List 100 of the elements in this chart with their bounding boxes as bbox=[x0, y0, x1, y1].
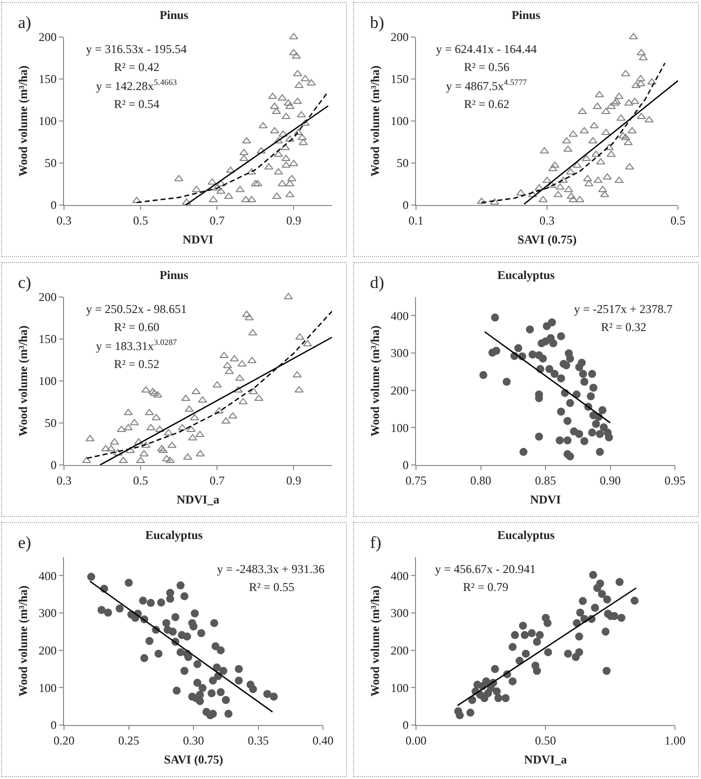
point bbox=[518, 622, 527, 630]
y-tick-label: 0 bbox=[402, 718, 409, 732]
point bbox=[492, 687, 501, 696]
point bbox=[239, 154, 248, 162]
point bbox=[528, 629, 536, 638]
point bbox=[596, 580, 604, 588]
point bbox=[590, 604, 599, 612]
annotation: R² = 0.42 bbox=[114, 60, 160, 74]
y-tick-label: 150 bbox=[390, 72, 409, 86]
x-tick-label: 0.25 bbox=[118, 733, 140, 748]
x-tick-label: 0.9 bbox=[286, 213, 302, 228]
point bbox=[292, 52, 301, 59]
x-tick-label: 0.7 bbox=[210, 473, 225, 488]
x-tick-label: 1.00 bbox=[664, 733, 686, 748]
point bbox=[174, 174, 184, 182]
chart-title: Pinus bbox=[160, 268, 189, 282]
annotation: y = -2517x + 2378.7 bbox=[574, 302, 673, 316]
point bbox=[278, 130, 288, 137]
point bbox=[285, 190, 294, 198]
x-tick-label: 0.5 bbox=[133, 473, 148, 488]
y-tick-label: 0 bbox=[402, 458, 409, 472]
point bbox=[589, 570, 598, 579]
point bbox=[522, 650, 530, 658]
x-tick-label: 0.90 bbox=[600, 473, 621, 488]
y-axis-title: Wood volume (m³/ha) bbox=[16, 586, 30, 696]
point bbox=[298, 134, 307, 140]
point bbox=[508, 677, 517, 686]
annotation: y = 456.67x - 20.941 bbox=[435, 562, 536, 576]
y-tick-label: 300 bbox=[38, 606, 57, 620]
text: e) bbox=[18, 533, 32, 552]
x-tick-label: 0.3 bbox=[540, 213, 554, 228]
point bbox=[576, 608, 584, 617]
text: f) bbox=[370, 533, 382, 552]
text: d) bbox=[370, 273, 384, 292]
annotation: R² = 0.62 bbox=[464, 97, 510, 111]
point bbox=[617, 614, 626, 622]
x-tick-label: 0.9 bbox=[286, 473, 302, 488]
y-tick-label: 400 bbox=[38, 568, 57, 583]
point bbox=[630, 596, 639, 605]
y-tick-label: 0 bbox=[402, 198, 409, 212]
annotation: R² = 0.56 bbox=[464, 60, 510, 74]
y-axis-title: Wood volume (m³/ha) bbox=[368, 586, 382, 696]
point bbox=[208, 196, 218, 202]
x-tick-label: 0.40 bbox=[312, 733, 334, 748]
y-tick-label: 0 bbox=[50, 198, 57, 212]
annotation: R² = 0.79 bbox=[463, 580, 508, 594]
point bbox=[282, 154, 291, 162]
point bbox=[578, 597, 587, 606]
point bbox=[536, 631, 544, 640]
x-tick-label: 0.7 bbox=[210, 213, 225, 228]
annotation: y = 142.28x$^{5.4663}$ bbox=[96, 78, 177, 94]
x-tick-label: 0.5 bbox=[670, 213, 686, 228]
y-tick-label: 400 bbox=[390, 308, 409, 323]
point bbox=[278, 94, 287, 101]
point bbox=[510, 631, 519, 640]
y-tick-label: 200 bbox=[38, 290, 57, 304]
point bbox=[294, 128, 303, 136]
y-tick-label: 150 bbox=[38, 72, 57, 86]
annotation: R² = 0.32 bbox=[601, 320, 646, 334]
point bbox=[192, 186, 202, 192]
annotation: y = 624.41x - 164.44 bbox=[436, 42, 537, 56]
point bbox=[575, 648, 584, 656]
chart-title: Pinus bbox=[160, 8, 189, 22]
point bbox=[247, 196, 256, 202]
chart-title: Eucalyptus bbox=[497, 528, 555, 542]
text: a) bbox=[18, 13, 32, 32]
point bbox=[287, 174, 296, 182]
point bbox=[572, 619, 581, 628]
x-tick-label: 0.50 bbox=[535, 733, 556, 748]
point bbox=[293, 70, 302, 76]
point bbox=[298, 138, 308, 146]
annotation: R² = 0.52 bbox=[114, 357, 160, 371]
point bbox=[239, 148, 248, 156]
point bbox=[280, 144, 290, 150]
point bbox=[132, 196, 142, 204]
text: c) bbox=[18, 273, 32, 292]
point bbox=[616, 578, 624, 586]
y-tick-label: 50 bbox=[396, 156, 409, 170]
y-axis-title: Wood volume (m³/ha) bbox=[368, 66, 382, 176]
point bbox=[532, 666, 541, 675]
point bbox=[208, 178, 217, 185]
x-tick-label: 0.5 bbox=[133, 213, 148, 228]
x-axis-title: SAVI (0.75) bbox=[517, 232, 577, 246]
point bbox=[602, 628, 610, 636]
annotation: y = -2483.3x + 931.36 bbox=[217, 562, 325, 576]
point bbox=[285, 135, 294, 142]
y-tick-label: 0 bbox=[50, 458, 57, 472]
annotation: y = 250.52x - 98.651 bbox=[86, 302, 187, 316]
x-axis-title: NDVI bbox=[530, 492, 562, 506]
x-tick-label: 0.3 bbox=[56, 473, 72, 488]
point bbox=[494, 694, 502, 702]
point bbox=[182, 198, 192, 205]
chart-title: Pinus bbox=[512, 8, 541, 22]
x-tick-label: 0.30 bbox=[183, 733, 204, 748]
point bbox=[272, 108, 282, 114]
y-tick-label: 200 bbox=[38, 644, 57, 658]
point bbox=[236, 186, 245, 192]
annotation: R² = 0.60 bbox=[114, 320, 160, 334]
annotation: R² = 0.55 bbox=[249, 580, 294, 594]
point bbox=[284, 99, 293, 106]
